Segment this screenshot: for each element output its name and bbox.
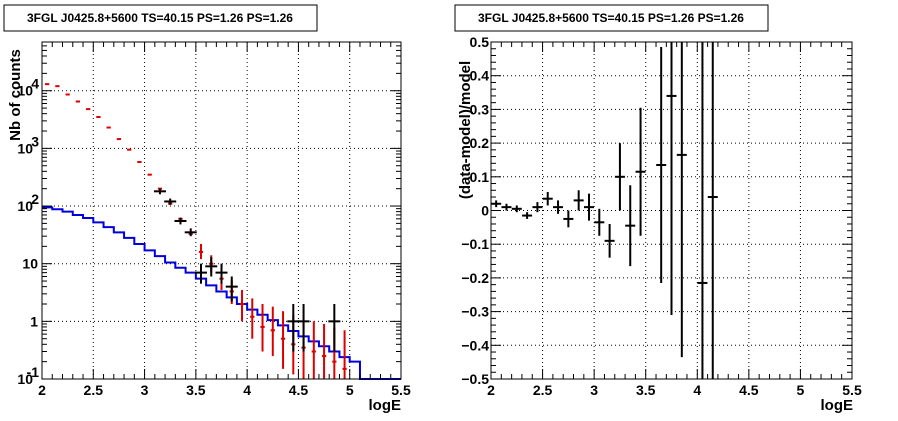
- residual-y-tick-label: −0.2: [461, 270, 489, 286]
- counts-title: 3FGL J0425.8+5600 TS=40.15 PS=1.26 PS=1.…: [27, 11, 293, 25]
- residual-x-tick-label: 2: [487, 382, 495, 398]
- residual-x-tick-label: 5.5: [842, 382, 862, 398]
- component-model-line: [42, 206, 401, 380]
- counts-y-tick-exponent: 4: [31, 76, 39, 92]
- counts-panel: 3FGL J0425.8+5600 TS=40.15 PS=1.26 PS=1.…: [3, 4, 411, 414]
- counts-y-tick-label: 10: [17, 140, 33, 156]
- residual-axes: 2 2.5 3 3.5 4 4.5 5 5.5 −0.5 −0.4 −0.3 −0.2 −0.1 0 0.1…: [461, 34, 862, 398]
- residual-y-tick-label: 0.3: [470, 101, 490, 117]
- counts-x-tick-label: 4: [243, 382, 251, 398]
- residual-panel: 3FGL J0425.8+5600 TS=40.15 PS=1.26 PS=1.…: [454, 4, 862, 414]
- counts-x-tick-label: 5: [346, 382, 354, 398]
- residual-title: 3FGL J0425.8+5600 TS=40.15 PS=1.26 PS=1.…: [478, 11, 744, 25]
- residual-title-box: [454, 4, 769, 32]
- counts-x-tick-label: 5.5: [391, 382, 411, 398]
- counts-plot-area: [42, 83, 401, 380]
- counts-frame: [41, 41, 402, 380]
- residual-x-tick-label: 4.5: [739, 382, 759, 398]
- counts-y-tick-label: 10: [17, 198, 33, 214]
- residual-y-tick-label: 0.5: [470, 34, 490, 50]
- residual-x-tick-label: 2.5: [533, 382, 553, 398]
- counts-y-tick-exponent: -1: [27, 364, 40, 380]
- residual-y-tick-label: 0.1: [470, 169, 490, 185]
- residual-plot-area: [491, 42, 718, 379]
- residual-y-tick-label: 0.4: [470, 68, 490, 84]
- counts-y-tick-label: 1: [30, 313, 38, 329]
- residual-y-tick-label: 0: [481, 203, 489, 219]
- counts-grid: [42, 42, 401, 379]
- residual-y-tick-label: −0.3: [461, 304, 489, 320]
- counts-y-tick-exponent: 2: [31, 191, 39, 207]
- residual-x-tick-label: 3.5: [636, 382, 656, 398]
- counts-x-tick-label: 3.5: [186, 382, 206, 398]
- counts-y-tick-label: 10: [17, 371, 33, 387]
- residual-y-tick-label: −0.5: [461, 371, 489, 387]
- counts-x-tick-label: 2.5: [84, 382, 104, 398]
- residual-y-tick-label: −0.4: [461, 337, 489, 353]
- counts-x-axis-label: logE: [369, 397, 402, 414]
- counts-y-tick-label: 10: [17, 83, 33, 99]
- residual-y-axis-label: (data-model)/model: [457, 61, 474, 199]
- residual-x-tick-label: 3: [590, 382, 598, 398]
- residual-x-tick-label: 4: [693, 382, 701, 398]
- counts-y-tick-exponent: 3: [31, 133, 39, 149]
- counts-x-tick-label: 2: [38, 382, 46, 398]
- counts-frame-bg: [42, 42, 401, 379]
- residual-y-tick-label: 0.2: [470, 135, 490, 151]
- residual-y-tick-label: −0.1: [461, 236, 489, 252]
- residual-x-axis-label: logE: [821, 397, 854, 414]
- counts-x-tick-label: 3: [141, 382, 149, 398]
- residual-x-tick-label: 5: [797, 382, 805, 398]
- counts-y-axis-label: Nb of counts: [7, 49, 24, 141]
- counts-y-tick-label: 10: [22, 256, 38, 272]
- counts-title-box: [3, 4, 318, 32]
- counts-x-tick-label: 4.5: [289, 382, 309, 398]
